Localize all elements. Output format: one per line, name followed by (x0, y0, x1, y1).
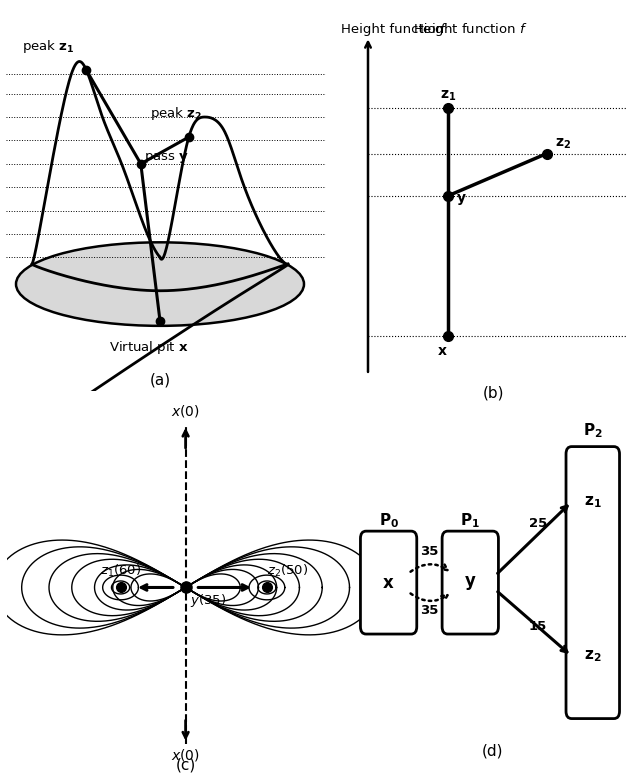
Text: 35: 35 (420, 545, 438, 558)
Text: (d): (d) (482, 744, 504, 759)
Text: (c): (c) (175, 758, 196, 773)
FancyBboxPatch shape (360, 531, 417, 634)
Text: $\mathbf{y}$: $\mathbf{y}$ (456, 192, 467, 207)
Text: $\mathbf{P_0}$: $\mathbf{P_0}$ (378, 511, 399, 530)
Text: $\mathbf{z_2}$: $\mathbf{z_2}$ (555, 137, 571, 152)
Text: $\mathbf{x}$: $\mathbf{x}$ (382, 573, 395, 592)
Text: pass $\mathbf{y}$: pass $\mathbf{y}$ (144, 152, 189, 166)
Text: 25: 25 (529, 518, 547, 530)
Ellipse shape (16, 242, 304, 326)
FancyBboxPatch shape (566, 447, 620, 719)
Text: $\mathbf{z_2}$: $\mathbf{z_2}$ (584, 648, 602, 664)
Text: peak $\mathbf{z_1}$: peak $\mathbf{z_1}$ (22, 38, 75, 56)
Text: 15: 15 (529, 620, 547, 633)
Text: (a): (a) (149, 372, 171, 387)
FancyBboxPatch shape (442, 531, 499, 634)
Text: $\mathbf{y}$: $\mathbf{y}$ (464, 573, 477, 592)
Text: Height function $f$: Height function $f$ (413, 21, 528, 38)
Text: $\mathbf{P_1}$: $\mathbf{P_1}$ (460, 511, 480, 530)
Text: $z_1(60)$: $z_1(60)$ (100, 562, 141, 579)
Text: 35: 35 (420, 604, 438, 617)
Text: $y(35)$: $y(35)$ (191, 592, 227, 608)
Text: $z_2(50)$: $z_2(50)$ (267, 562, 308, 579)
Text: (b): (b) (483, 386, 504, 400)
Text: $\mathbf{P_2}$: $\mathbf{P_2}$ (583, 421, 603, 440)
Text: Virtual pit $\mathbf{x}$: Virtual pit $\mathbf{x}$ (109, 339, 188, 356)
Text: $\mathbf{z_1}$: $\mathbf{z_1}$ (584, 494, 602, 510)
Text: $\mathbf{x}$: $\mathbf{x}$ (437, 344, 448, 358)
Text: $\mathbf{z_1}$: $\mathbf{z_1}$ (440, 88, 456, 102)
Text: $x(0)$: $x(0)$ (171, 403, 200, 418)
Text: $f$: $f$ (364, 22, 448, 36)
Text: Height function: Height function (340, 23, 448, 36)
Text: peak $\mathbf{z_2}$: peak $\mathbf{z_2}$ (150, 105, 202, 122)
Text: $x(0)$: $x(0)$ (171, 748, 200, 763)
